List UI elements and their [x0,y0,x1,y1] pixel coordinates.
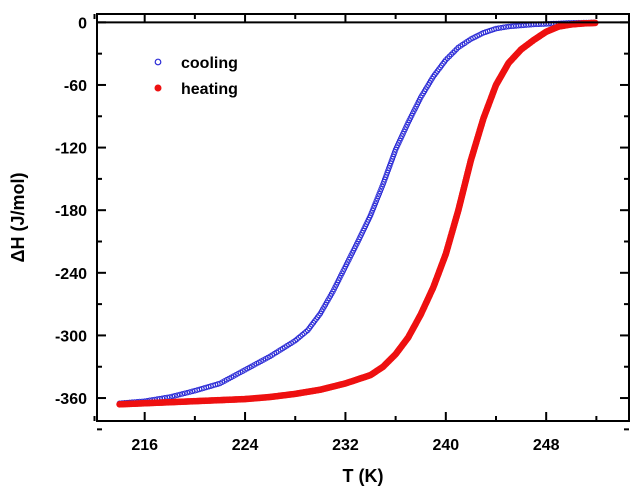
legend: cooling heating [154,55,238,98]
data-point [498,24,504,31]
x-tick-label: 232 [332,437,359,454]
legend-marker-cooling [154,58,162,66]
y-tick-label: -180 [55,203,87,220]
data-point [184,389,191,396]
data-point [189,388,196,395]
ticks-layer: 216 224 232 240 248 0 -60 -120 -180 -240 -300 -360 [55,14,629,454]
data-point [174,392,181,398]
y-tick-label: 0 [78,15,87,32]
y-tick-label: -60 [64,78,87,95]
y-tick-label: -300 [55,328,87,345]
data-point [500,24,507,31]
legend-label-heating: heating [181,81,238,98]
data-point [169,393,176,400]
y-tick-label: -240 [55,266,87,283]
data-point [182,390,188,397]
x-tick-label: 248 [533,437,560,454]
legend-label-cooling: cooling [181,55,238,72]
data-point [214,381,221,387]
data-point [493,25,499,32]
legend-marker-heating [154,84,162,92]
data-point [495,25,502,31]
series-layer [116,19,599,408]
data-point [177,391,183,398]
x-tick-label: 224 [232,437,259,454]
plot-frame [96,13,630,422]
y-tick-label: -120 [55,141,87,158]
y-tick-label: -360 [55,391,87,408]
data-point [187,389,193,395]
data-point [171,392,178,399]
series-cooling [116,19,597,407]
series-heating [116,19,599,408]
x-tick-label: 216 [131,437,158,454]
y-axis-title: ΔH (J/mol) [8,173,28,263]
data-point [179,391,186,397]
x-tick-label: 240 [432,437,459,454]
x-axis-title: T (K) [343,466,384,486]
